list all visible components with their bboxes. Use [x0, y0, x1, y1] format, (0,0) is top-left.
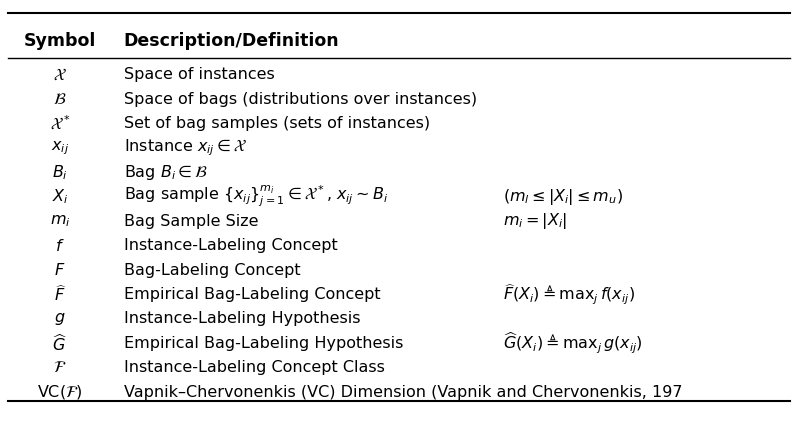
Text: $m_i = |X_i|$: $m_i = |X_i|$ [503, 211, 567, 231]
Text: $B_i$: $B_i$ [52, 163, 68, 182]
Text: $\widehat{F}$: $\widehat{F}$ [53, 285, 66, 304]
Text: Set of bag samples (sets of instances): Set of bag samples (sets of instances) [124, 116, 430, 131]
Text: Bag $B_i \in \mathcal{B}$: Bag $B_i \in \mathcal{B}$ [124, 163, 207, 182]
Text: Instance-Labeling Concept: Instance-Labeling Concept [124, 238, 338, 253]
Text: $g$: $g$ [54, 311, 65, 327]
Text: Space of bags (distributions over instances): Space of bags (distributions over instan… [124, 92, 477, 107]
Text: Bag-Labeling Concept: Bag-Labeling Concept [124, 262, 300, 278]
Text: Space of instances: Space of instances [124, 67, 275, 83]
Text: Instance-Labeling Hypothesis: Instance-Labeling Hypothesis [124, 311, 360, 327]
Text: Empirical Bag-Labeling Hypothesis: Empirical Bag-Labeling Hypothesis [124, 336, 403, 351]
Text: $\widehat{G}(X_i) \triangleq \mathrm{max}_j\, g(x_{ij})$: $\widehat{G}(X_i) \triangleq \mathrm{max… [503, 330, 642, 356]
Text: Bag sample $\{x_{ij}\}_{j=1}^{m_i} \in \mathcal{X}^*$, $x_{ij} \sim B_i$: Bag sample $\{x_{ij}\}_{j=1}^{m_i} \in \… [124, 184, 388, 209]
Text: $\mathcal{F}$: $\mathcal{F}$ [53, 360, 66, 375]
Text: $\mathrm{VC}(\mathcal{F})$: $\mathrm{VC}(\mathcal{F})$ [37, 383, 83, 401]
Text: $F$: $F$ [54, 262, 65, 278]
Text: $\widehat{G}$: $\widehat{G}$ [52, 333, 68, 354]
Text: $\mathcal{X}^*$: $\mathcal{X}^*$ [49, 115, 70, 133]
Text: $\mathcal{X}$: $\mathcal{X}$ [53, 67, 67, 83]
Text: Bag Sample Size: Bag Sample Size [124, 214, 259, 229]
Text: Empirical Bag-Labeling Concept: Empirical Bag-Labeling Concept [124, 287, 381, 302]
Text: $\mathcal{B}$: $\mathcal{B}$ [53, 92, 66, 107]
Text: $f$: $f$ [55, 238, 65, 254]
Text: $\widehat{F}(X_i) \triangleq \mathrm{max}_j\, f(x_{ij})$: $\widehat{F}(X_i) \triangleq \mathrm{max… [503, 282, 634, 307]
Text: Vapnik–Chervonenkis (VC) Dimension (Vapnik and Chervonenkis, 197: Vapnik–Chervonenkis (VC) Dimension (Vapn… [124, 384, 682, 400]
Text: Instance-Labeling Concept Class: Instance-Labeling Concept Class [124, 360, 385, 375]
Text: Symbol: Symbol [24, 32, 96, 50]
Text: Description/Definition: Description/Definition [124, 32, 339, 50]
Text: $(m_l \leq |X_i| \leq m_u)$: $(m_l \leq |X_i| \leq m_u)$ [503, 187, 622, 207]
Text: $m_i$: $m_i$ [49, 214, 70, 229]
Text: Instance $x_{ij} \in \mathcal{X}$: Instance $x_{ij} \in \mathcal{X}$ [124, 138, 247, 158]
Text: $x_{ij}$: $x_{ij}$ [51, 139, 69, 157]
Text: $X_i$: $X_i$ [52, 187, 68, 206]
